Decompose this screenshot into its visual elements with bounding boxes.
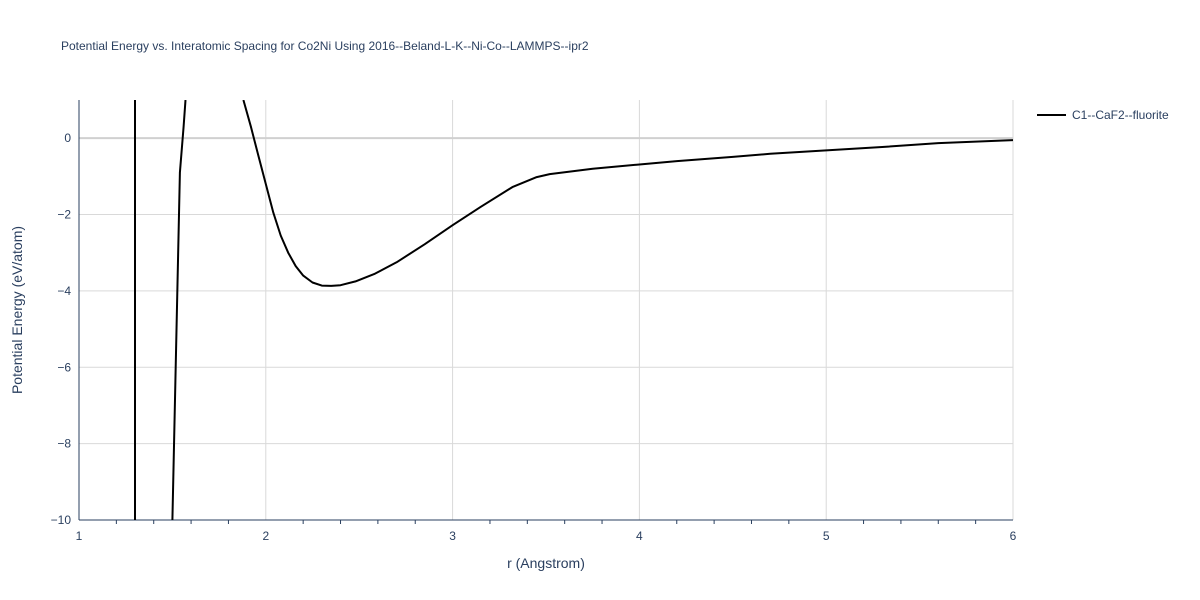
series-line-segment bbox=[171, 100, 187, 520]
x-tick-label: 5 bbox=[823, 529, 830, 543]
y-axis-label: Potential Energy (eV/atom) bbox=[9, 226, 25, 394]
y-tick-label: −10 bbox=[51, 513, 72, 527]
y-tick-label: −8 bbox=[57, 437, 71, 451]
y-tick-label: −4 bbox=[57, 284, 71, 298]
x-tick-label: 3 bbox=[449, 529, 456, 543]
x-tick-label: 6 bbox=[1010, 529, 1017, 543]
chart-title: Potential Energy vs. Interatomic Spacing… bbox=[61, 39, 589, 53]
x-axis-label: r (Angstrom) bbox=[507, 555, 585, 571]
x-tick-label: 4 bbox=[636, 529, 643, 543]
x-tick-label: 1 bbox=[76, 529, 83, 543]
legend[interactable]: C1--CaF2--fluorite bbox=[1037, 108, 1169, 122]
series-line-segment bbox=[242, 100, 1013, 287]
y-tick-label: −2 bbox=[57, 208, 71, 222]
plot-area bbox=[134, 100, 1013, 520]
grid-layer bbox=[79, 100, 1014, 520]
y-tick-label: −6 bbox=[57, 360, 71, 374]
y-tick-label: 0 bbox=[64, 131, 71, 145]
x-tick-label: 2 bbox=[262, 529, 269, 543]
axis-layer: 1 2 3 4 5 6 0 −2 −4 −6 −8 −10 bbox=[51, 100, 1017, 543]
legend-entry-label: C1--CaF2--fluorite bbox=[1072, 108, 1169, 122]
